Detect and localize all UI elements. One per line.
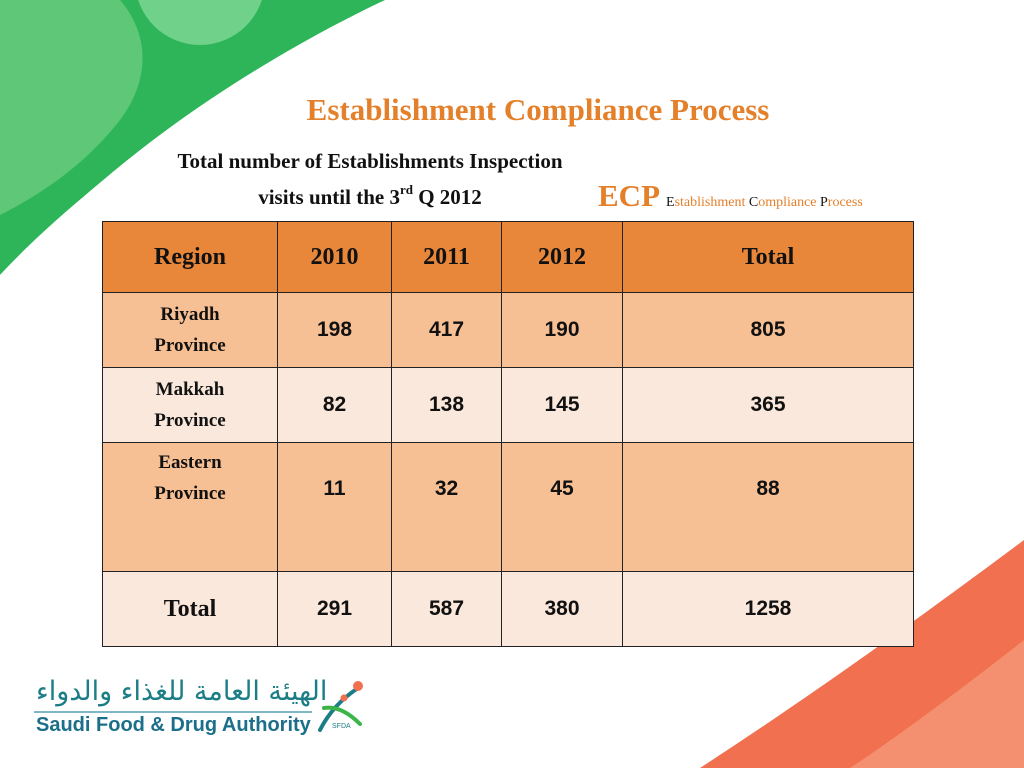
ecp-abbreviation: ECP xyxy=(598,178,660,213)
region-cell: Makkah Province xyxy=(102,367,278,443)
ecp-expansion: Establishment Compliance Process xyxy=(666,195,863,210)
region-name: Riyadh xyxy=(160,304,220,325)
ecp-word-1-initial: E xyxy=(666,195,675,210)
header-region: Region xyxy=(102,221,278,293)
ecp-word-2-initial: C xyxy=(748,195,759,210)
value-total: 88 xyxy=(622,442,914,572)
table-row: Eastern Province 11 32 45 88 xyxy=(102,442,914,572)
subtitle-line-2-end: Q 2012 xyxy=(412,185,482,209)
logo-english-name: Saudi Food & Drug Authority xyxy=(36,714,311,736)
header-2010: 2010 xyxy=(277,221,392,293)
green-swoosh-light xyxy=(0,0,143,215)
ecp-word-3-rest: rocess xyxy=(827,195,863,210)
coral-swoosh-light xyxy=(850,640,1024,768)
region-type: Province xyxy=(154,410,226,431)
slide-title: Establishment Compliance Process xyxy=(306,92,770,127)
region-type: Province xyxy=(154,483,226,504)
ecp-word-2-rest: ompliance xyxy=(758,195,820,210)
total-2012: 380 xyxy=(501,571,623,647)
ecp-word-3-initial: P xyxy=(820,195,828,210)
table-row: Makkah Province 82 138 145 365 xyxy=(102,367,914,443)
region-type: Province xyxy=(154,335,226,356)
header-2012: 2012 xyxy=(501,221,623,293)
total-2010: 291 xyxy=(277,571,392,647)
total-label: Total xyxy=(102,571,278,647)
region-name: Eastern xyxy=(158,452,222,473)
table-total-row: Total 291 587 380 1258 xyxy=(102,571,914,647)
slide-subtitle: Total number of Establishments Inspectio… xyxy=(110,143,630,215)
table-row: Riyadh Province 198 417 190 805 xyxy=(102,292,914,368)
value-2012: 45 xyxy=(501,442,623,572)
value-2011: 417 xyxy=(391,292,502,368)
value-2012: 190 xyxy=(501,292,623,368)
value-2011: 32 xyxy=(391,442,502,572)
ecp-label: ECP Establishment Compliance Process xyxy=(598,178,863,214)
header-total: Total xyxy=(622,221,914,293)
value-total: 805 xyxy=(622,292,914,368)
subtitle-ordinal-suffix: rd xyxy=(399,182,413,197)
region-name: Makkah xyxy=(155,379,225,400)
value-2010: 82 xyxy=(277,367,392,443)
ecp-word-1-rest: stablishment xyxy=(674,195,749,210)
subtitle-line-1: Total number of Establishments Inspectio… xyxy=(177,149,563,173)
subtitle-line-2: visits until the 3rd Q 2012 xyxy=(110,179,630,215)
region-cell: Riyadh Province xyxy=(102,292,278,368)
value-2011: 138 xyxy=(391,367,502,443)
logo-divider xyxy=(34,711,312,713)
inspection-table: Region 2010 2011 2012 Total Riyadh Provin… xyxy=(102,221,914,647)
value-total: 365 xyxy=(622,367,914,443)
value-2010: 198 xyxy=(277,292,392,368)
sfda-logo: الهيئة العامة للغذاء والدواء Saudi Food … xyxy=(28,676,368,746)
table-header-row: Region 2010 2011 2012 Total xyxy=(102,221,914,293)
region-cell: Eastern Province xyxy=(102,442,278,572)
subtitle-line-2-start: visits until the 3 xyxy=(258,185,400,209)
svg-text:SFDA: SFDA xyxy=(332,723,351,730)
sfda-emblem-icon: SFDA xyxy=(318,681,363,732)
value-2010: 11 xyxy=(277,442,392,572)
green-circle xyxy=(138,0,262,45)
logo-arabic-name: الهيئة العامة للغذاء والدواء xyxy=(36,676,328,707)
grand-total: 1258 xyxy=(622,571,914,647)
value-2012: 145 xyxy=(501,367,623,443)
header-2011: 2011 xyxy=(391,221,502,293)
total-2011: 587 xyxy=(391,571,502,647)
